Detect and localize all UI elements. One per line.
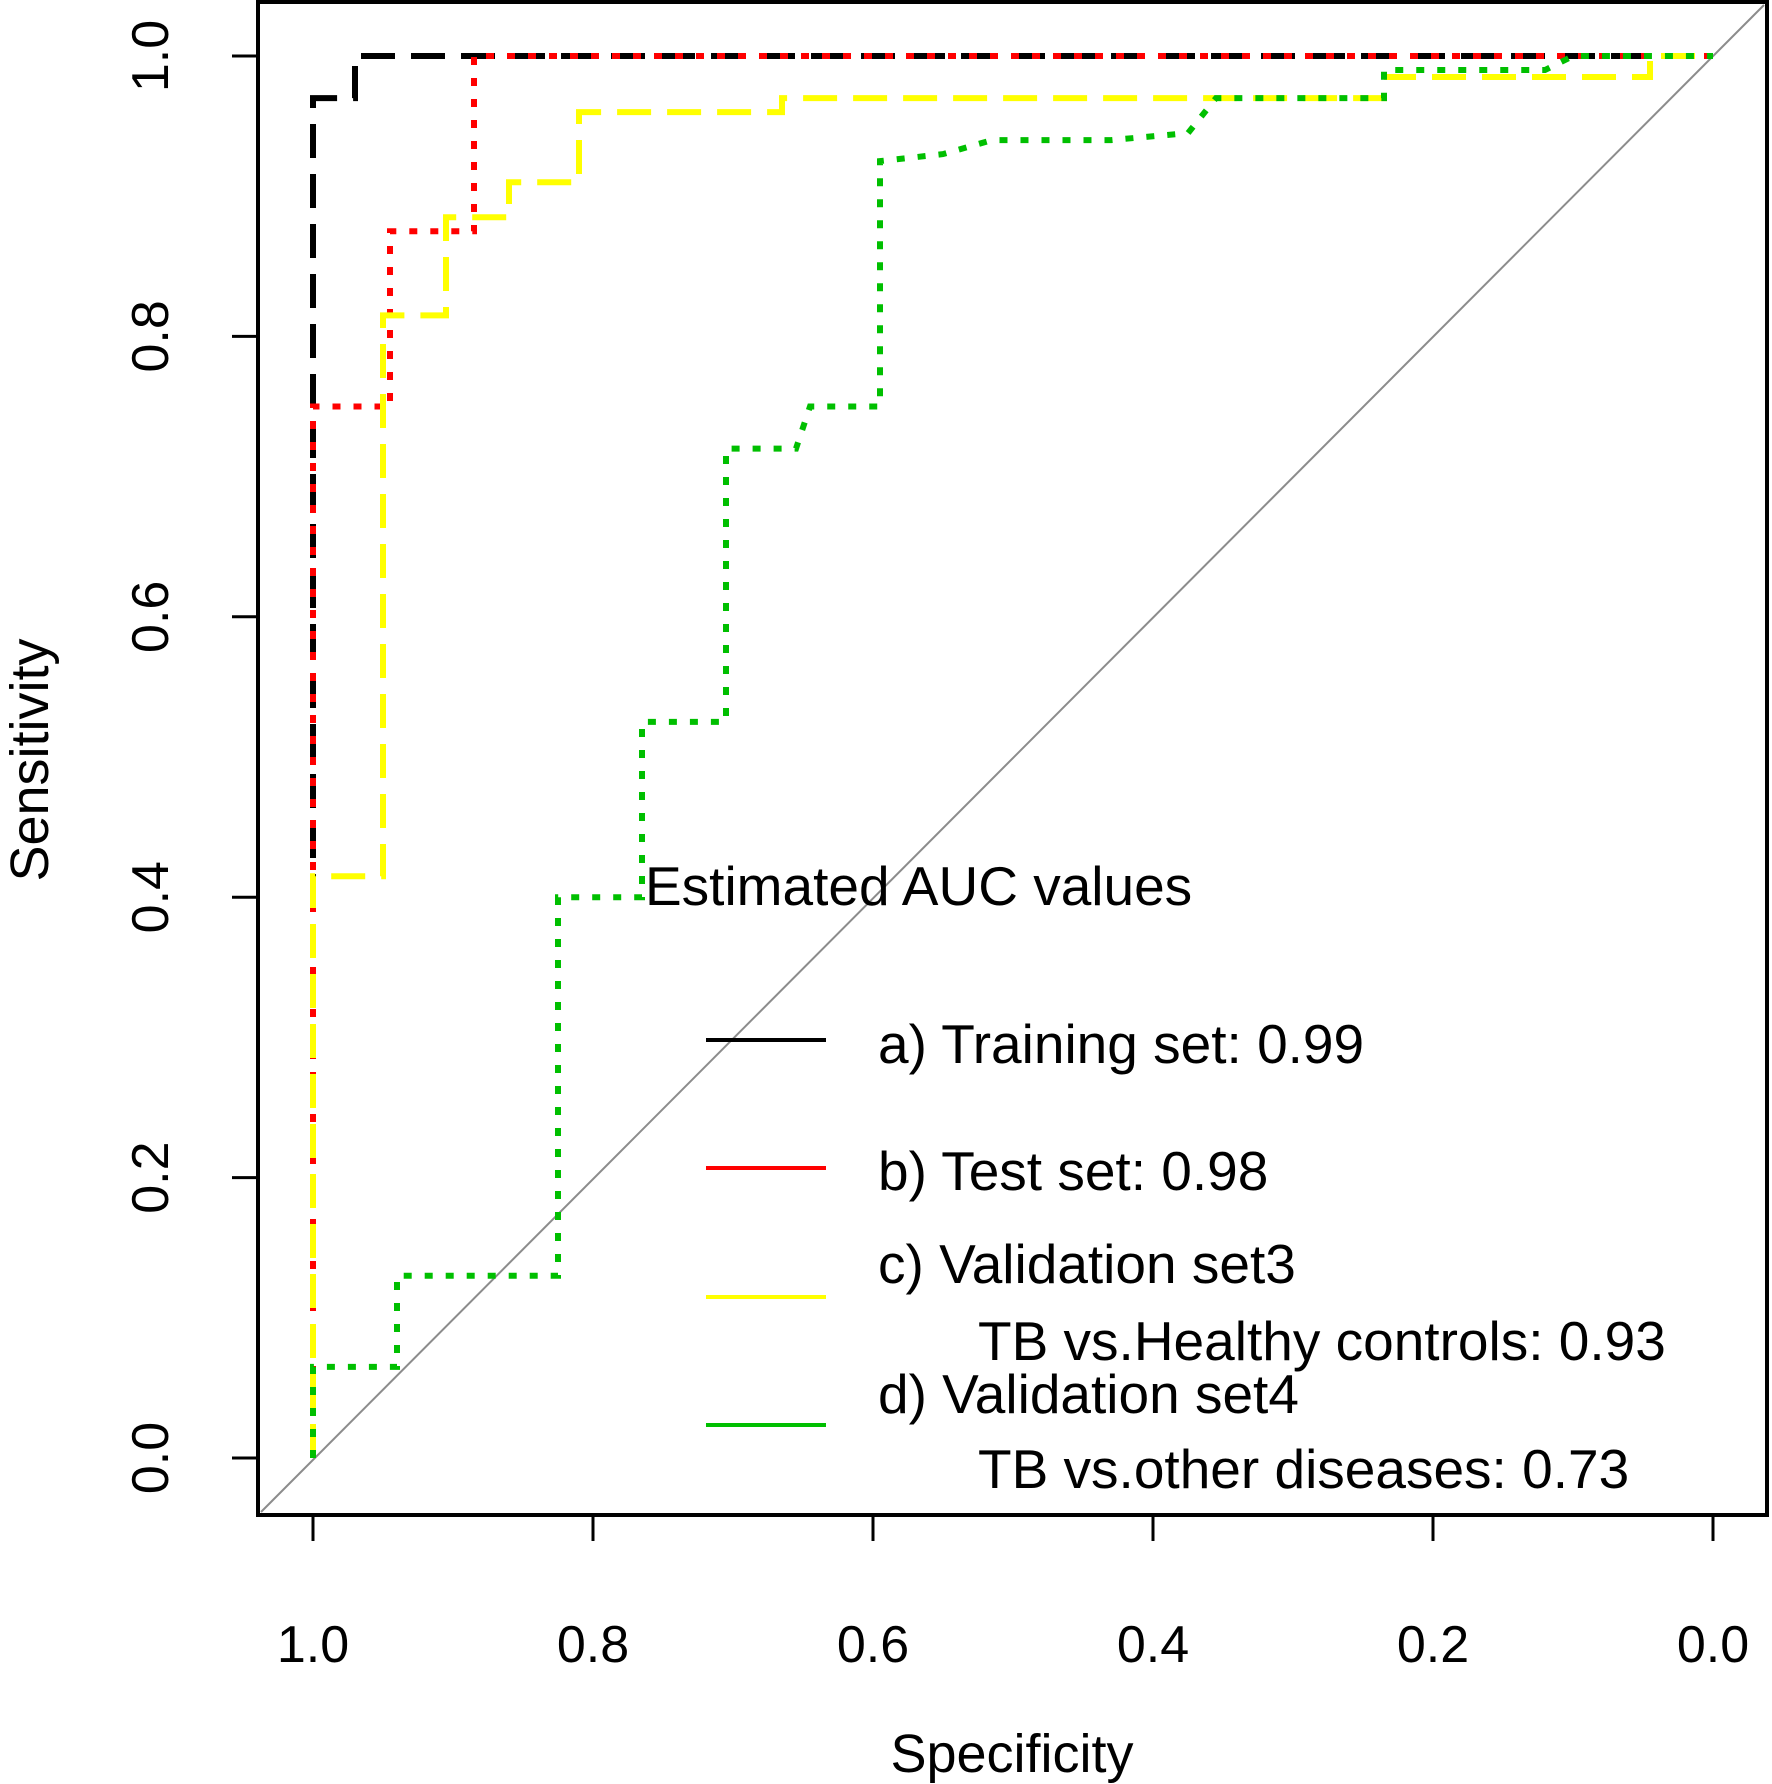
y-tick-label: 0.8 xyxy=(122,300,180,372)
legend-title: Estimated AUC values xyxy=(645,855,1192,917)
x-tick-label: 0.2 xyxy=(1397,1616,1469,1674)
x-tick-label: 0.4 xyxy=(1117,1616,1189,1674)
x-axis-title: Specificity xyxy=(890,1724,1133,1784)
x-tick-label: 0.8 xyxy=(557,1616,629,1674)
legend-entry-label: TB vs.Healthy controls: 0.93 xyxy=(978,1310,1666,1372)
roc-curve-c xyxy=(310,53,1713,1458)
legend-entry-label: d) Validation set4 xyxy=(878,1363,1299,1425)
plot-frame xyxy=(256,0,1769,1517)
x-tick-label: 0.6 xyxy=(837,1616,909,1674)
y-tick-label: 0.4 xyxy=(122,861,180,933)
roc-curves xyxy=(260,4,1765,1513)
y-tick-label: 0.6 xyxy=(122,581,180,653)
legend-entry-label: b) Test set: 0.98 xyxy=(878,1140,1268,1202)
x-tick-label: 1.0 xyxy=(277,1616,349,1674)
legend: Estimated AUC values a) Training set: 0.… xyxy=(645,855,1666,1500)
y-axis-title: Sensitivity xyxy=(0,638,60,881)
legend-entry-label: c) Validation set3 xyxy=(878,1233,1296,1295)
legend-entry-label: a) Training set: 0.99 xyxy=(878,1013,1364,1075)
y-tick-label: 0.0 xyxy=(122,1422,180,1494)
roc-curve-b xyxy=(310,53,1713,1458)
x-tick-label: 0.0 xyxy=(1677,1616,1749,1674)
legend-entry-label: TB vs.other diseases: 0.73 xyxy=(978,1438,1629,1500)
y-tick-label: 0.2 xyxy=(122,1141,180,1213)
y-tick-label: 1.0 xyxy=(122,20,180,92)
reference-diagonal xyxy=(260,4,1765,1513)
roc-curve-d xyxy=(310,53,1713,1458)
axis-ticks: 1.0 0.8 0.6 0.4 0.2 0.0 0.0 0.2 0.4 0.6 0.8 1.0 xyxy=(122,20,1749,1674)
